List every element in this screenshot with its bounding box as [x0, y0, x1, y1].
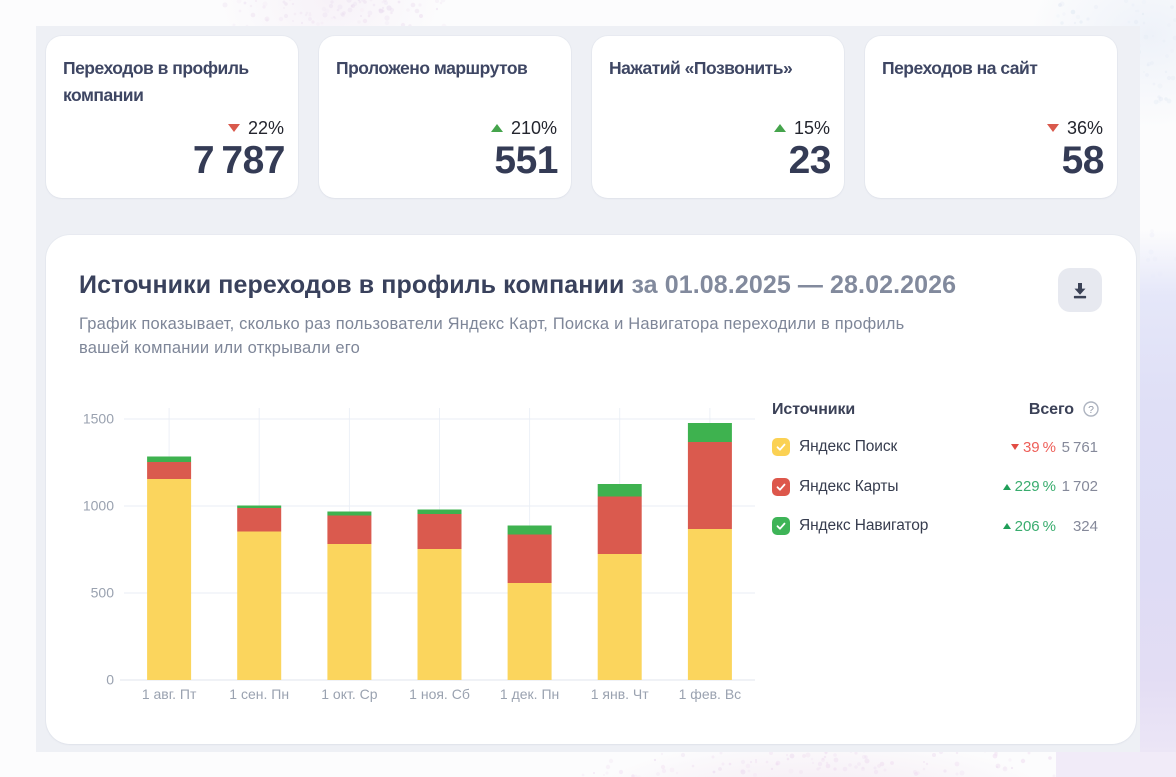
- svg-text:1 окт. Ср: 1 окт. Ср: [321, 686, 377, 702]
- svg-text:1 ноя. Сб: 1 ноя. Сб: [409, 686, 470, 702]
- svg-text:1 янв. Чт: 1 янв. Чт: [591, 686, 650, 702]
- svg-text:1000: 1000: [83, 498, 114, 514]
- svg-text:1 фев. Вс: 1 фев. Вс: [679, 686, 742, 702]
- svg-text:500: 500: [91, 585, 115, 601]
- svg-text:1500: 1500: [83, 411, 114, 427]
- svg-text:1 сен. Пн: 1 сен. Пн: [229, 686, 289, 702]
- svg-text:1 авг. Пт: 1 авг. Пт: [142, 686, 197, 702]
- svg-text:0: 0: [106, 672, 114, 688]
- svg-text:?: ?: [1088, 404, 1094, 416]
- svg-text:1 дек. Пн: 1 дек. Пн: [500, 686, 559, 702]
